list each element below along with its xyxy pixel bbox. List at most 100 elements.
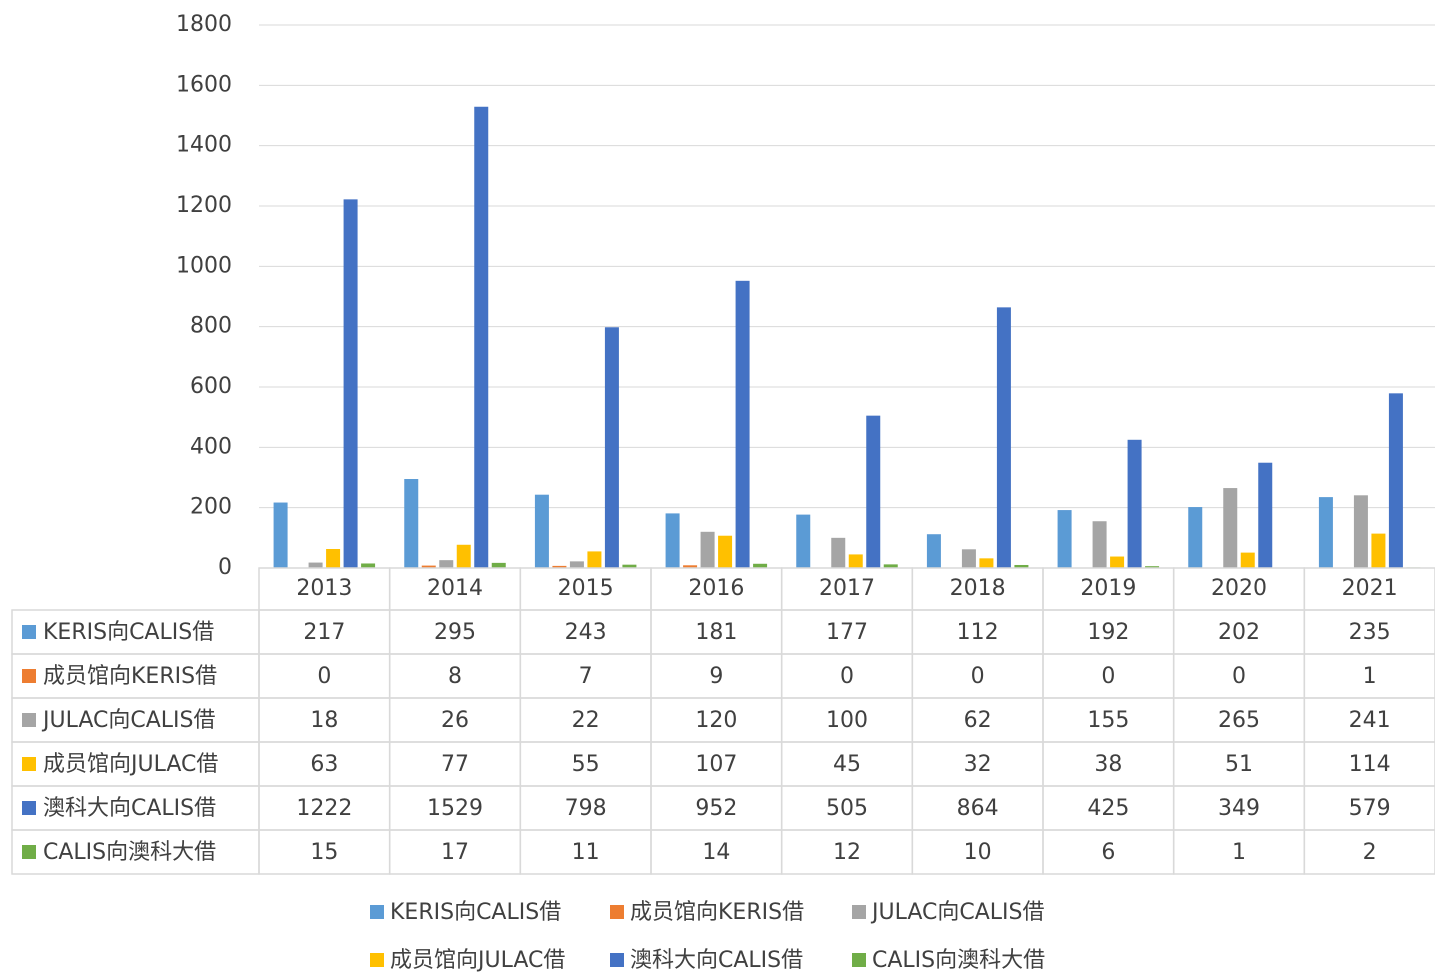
bar [831, 537, 846, 568]
bar [421, 565, 436, 568]
table-value: 51 [1225, 752, 1253, 777]
bar [665, 513, 680, 568]
table-row-label: 成员馆向KERIS借 [43, 664, 217, 689]
table-value: 0 [1232, 664, 1246, 689]
bar [1318, 497, 1333, 568]
table-value: 579 [1349, 796, 1391, 821]
table-legend-key [22, 801, 36, 815]
bar [796, 514, 811, 568]
x-tick-label: 2016 [688, 576, 744, 601]
table-value: 349 [1218, 796, 1260, 821]
legend-key [370, 905, 384, 919]
bar [552, 565, 567, 568]
table-value: 181 [695, 620, 737, 645]
table-value: 107 [695, 752, 737, 777]
table-value: 38 [1094, 752, 1122, 777]
x-tick-label: 2015 [558, 576, 614, 601]
y-tick-label: 800 [190, 314, 232, 339]
table-value: 1 [1363, 664, 1377, 689]
bar [1092, 521, 1107, 568]
bar [753, 563, 768, 568]
table-value: 202 [1218, 620, 1260, 645]
bar [474, 106, 489, 569]
table-value: 17 [441, 840, 469, 865]
bar [491, 562, 506, 568]
legend-key [852, 953, 866, 967]
table-value: 0 [971, 664, 985, 689]
table-value: 9 [709, 664, 723, 689]
y-tick-label: 1000 [176, 253, 232, 278]
table-value: 63 [310, 752, 338, 777]
table-value: 425 [1087, 796, 1129, 821]
table-value: 952 [695, 796, 737, 821]
table-legend-key [22, 625, 36, 639]
table-value: 14 [702, 840, 730, 865]
legend-key [370, 953, 384, 967]
table-row-label: KERIS向CALIS借 [43, 620, 214, 645]
table-value: 62 [964, 708, 992, 733]
bar [1057, 510, 1072, 568]
bar [979, 558, 994, 568]
table-value: 243 [565, 620, 607, 645]
table-value: 22 [572, 708, 600, 733]
y-tick-label: 400 [190, 434, 232, 459]
legend-label: CALIS向澳科大借 [872, 948, 1045, 973]
table-value: 120 [695, 708, 737, 733]
table-value: 100 [826, 708, 868, 733]
x-tick-label: 2014 [427, 576, 483, 601]
table-value: 6 [1101, 840, 1115, 865]
bar [439, 560, 454, 568]
table-value: 11 [572, 840, 600, 865]
bar [1127, 439, 1142, 568]
bar [569, 561, 584, 568]
bar [604, 327, 619, 568]
y-tick-label: 1800 [176, 12, 232, 37]
table-value: 177 [826, 620, 868, 645]
bar [622, 564, 637, 568]
table-value: 1 [1232, 840, 1246, 865]
y-tick-label: 200 [190, 495, 232, 520]
y-tick-label: 600 [190, 374, 232, 399]
x-tick-label: 2020 [1211, 576, 1267, 601]
bar [308, 562, 323, 568]
bar [1223, 488, 1238, 568]
bar [1188, 507, 1203, 568]
table-value: 505 [826, 796, 868, 821]
bar [683, 565, 698, 568]
legend-key [852, 905, 866, 919]
legend-key [610, 953, 624, 967]
table-value: 864 [957, 796, 999, 821]
x-tick-label: 2021 [1342, 576, 1398, 601]
bar [1014, 564, 1029, 568]
legend-label: 成员馆向JULAC借 [390, 948, 565, 973]
table-value: 798 [565, 796, 607, 821]
table-value: 112 [957, 620, 999, 645]
table-row-label: 澳科大向CALIS借 [43, 796, 216, 821]
table-value: 45 [833, 752, 861, 777]
table-value: 241 [1349, 708, 1391, 733]
table-row-label: 成员馆向JULAC借 [43, 752, 218, 777]
bar [404, 479, 419, 568]
table-value: 12 [833, 840, 861, 865]
bar [273, 502, 288, 568]
legend-key [610, 905, 624, 919]
y-tick-label: 1400 [176, 133, 232, 158]
table-legend-key [22, 757, 36, 771]
bar [1353, 495, 1368, 568]
table-value: 0 [317, 664, 331, 689]
table-value: 1222 [296, 796, 352, 821]
bar [883, 564, 898, 568]
bar [735, 280, 750, 568]
bar [1371, 533, 1386, 568]
y-tick-label: 1200 [176, 193, 232, 218]
x-tick-label: 2018 [950, 576, 1006, 601]
table-value: 7 [579, 664, 593, 689]
bar [718, 535, 733, 568]
bar [996, 307, 1011, 568]
table-value: 2 [1363, 840, 1377, 865]
table-legend-key [22, 669, 36, 683]
table-legend-key [22, 845, 36, 859]
table-value: 8 [448, 664, 462, 689]
bar [700, 531, 715, 568]
